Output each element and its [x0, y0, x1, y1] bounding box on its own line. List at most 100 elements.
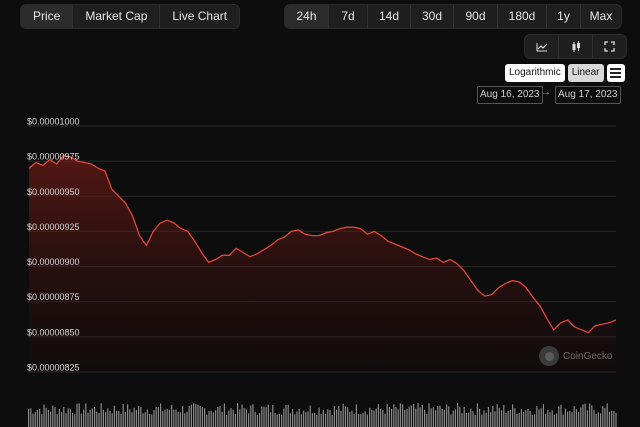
- volume-bar: [371, 409, 373, 427]
- volume-bar: [309, 405, 311, 427]
- volume-bar: [463, 406, 465, 427]
- volume-bar: [63, 406, 65, 427]
- volume-bar: [395, 406, 397, 427]
- volume-bar: [113, 405, 115, 427]
- volume-bar: [256, 414, 258, 427]
- volume-bar: [457, 403, 459, 427]
- volume-bar: [459, 407, 461, 427]
- volume-bar: [219, 406, 221, 427]
- volume-bar: [468, 412, 470, 427]
- volume-bar: [122, 403, 124, 427]
- date-from-input[interactable]: Aug 16, 2023: [477, 86, 543, 104]
- volume-bar: [322, 410, 324, 427]
- volume-bar: [558, 406, 560, 427]
- volume-bar: [188, 405, 190, 427]
- logarithmic-scale-button[interactable]: Logarithmic: [505, 64, 565, 82]
- y-tick-label: $0.00000950: [27, 187, 80, 197]
- volume-bar: [285, 405, 287, 427]
- volume-bar: [281, 414, 283, 427]
- range-180d-button[interactable]: 180d: [498, 5, 547, 28]
- date-to-input[interactable]: Aug 17, 2023: [555, 86, 621, 104]
- volume-bar: [56, 414, 58, 427]
- volume-bar: [278, 414, 280, 427]
- tab-live-chart[interactable]: Live Chart: [172, 9, 228, 23]
- volume-bar: [175, 409, 177, 427]
- volume-bar: [580, 407, 582, 427]
- hamburger-menu-icon[interactable]: [606, 64, 625, 82]
- volume-bar: [184, 413, 186, 427]
- volume-bar: [481, 414, 483, 427]
- volume-bar: [138, 405, 140, 427]
- volume-bar: [494, 411, 496, 427]
- volume-bar: [358, 414, 360, 427]
- volume-bar: [78, 403, 80, 427]
- volume-bar: [245, 409, 247, 427]
- volume-bar: [166, 409, 168, 427]
- range-24h-button[interactable]: 24h: [285, 5, 329, 28]
- range-7d-button[interactable]: 7d: [329, 5, 368, 28]
- volume-bar: [173, 409, 175, 427]
- volume-bar: [272, 405, 274, 427]
- range-90d-button[interactable]: 90d: [454, 5, 498, 28]
- volume-bar: [259, 413, 261, 427]
- volume-bar: [325, 413, 327, 427]
- range-30d-button[interactable]: 30d: [411, 5, 454, 28]
- volume-bar: [47, 410, 49, 427]
- volume-bar: [254, 411, 256, 427]
- volume-bar: [294, 414, 296, 427]
- volume-bar: [531, 414, 533, 427]
- volume-bar: [208, 411, 210, 427]
- fullscreen-icon[interactable]: [593, 35, 626, 58]
- volume-bar: [408, 406, 410, 427]
- linear-scale-button[interactable]: Linear: [567, 64, 604, 82]
- range-1y-button[interactable]: 1y: [547, 5, 581, 28]
- volume-bar: [212, 412, 214, 427]
- volume-bar: [215, 410, 217, 427]
- volume-bar: [333, 405, 335, 427]
- line-chart-icon[interactable]: [525, 35, 559, 58]
- volume-bar: [441, 409, 443, 427]
- volume-bar: [43, 404, 45, 427]
- tab-price[interactable]: Price: [21, 5, 74, 28]
- volume-bar: [98, 413, 100, 427]
- volume-bar: [553, 414, 555, 427]
- volume-bar: [221, 411, 223, 427]
- volume-bar: [80, 413, 82, 427]
- tab-market-cap[interactable]: Market Cap: [73, 5, 161, 28]
- volume-bar: [39, 408, 41, 427]
- volume-bar: [437, 406, 439, 427]
- volume-bar: [261, 406, 263, 427]
- volume-bar: [505, 412, 507, 427]
- volume-bar: [503, 405, 505, 427]
- range-max-button[interactable]: Max: [589, 9, 613, 23]
- volume-bar: [336, 409, 338, 427]
- volume-bar: [536, 406, 538, 427]
- volume-bar: [593, 410, 595, 427]
- volume-bar: [76, 403, 78, 427]
- volume-bar: [28, 409, 30, 427]
- volume-bar: [514, 408, 516, 427]
- volume-bar: [406, 409, 408, 427]
- y-tick-label: $0.00000975: [27, 152, 80, 162]
- volume-bar: [373, 410, 375, 427]
- range-14d-button[interactable]: 14d: [368, 5, 411, 28]
- volume-bar: [366, 414, 368, 427]
- volume-bar: [96, 411, 98, 427]
- volume-bar: [364, 411, 366, 427]
- volume-bar: [102, 409, 104, 427]
- volume-bar: [162, 411, 164, 427]
- volume-bar: [243, 408, 245, 427]
- candlestick-icon[interactable]: [559, 35, 593, 58]
- volume-bar: [230, 408, 232, 427]
- volume-bar: [210, 410, 212, 427]
- volume-bar: [164, 409, 166, 427]
- volume-bar: [206, 414, 208, 427]
- volume-bar: [116, 410, 118, 427]
- chart-type-tools: [524, 34, 627, 59]
- volume-bar: [118, 410, 120, 427]
- volume-bar: [135, 410, 137, 427]
- volume-bar: [131, 412, 133, 427]
- volume-bar: [182, 406, 184, 427]
- volume-bar: [307, 411, 309, 427]
